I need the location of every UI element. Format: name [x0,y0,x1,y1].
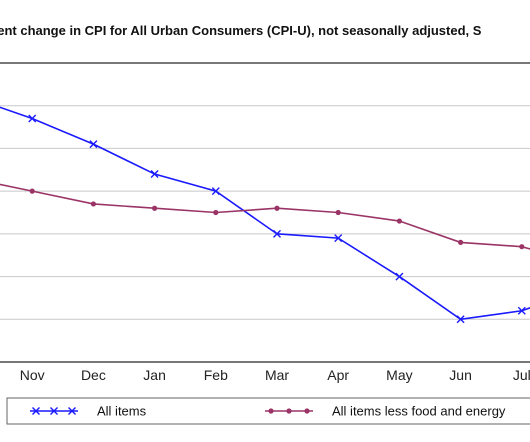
legend-item: All items less food and energy [265,404,506,419]
data-point [456,315,465,324]
x-tick-label: Mar [265,367,289,383]
data-point [152,205,158,211]
data-point [89,140,98,149]
data-point [150,170,159,179]
series-line-1 [0,106,530,321]
x-tick-label: May [386,367,412,383]
data-point [213,209,219,216]
legend: All items All items less food and energy [6,397,530,425]
x-axis-ticks: Nov Dec Jan Feb Mar Apr May Jun Jul [20,367,530,383]
x-tick-label: Dec [81,367,106,383]
x-tick-label: Jun [449,367,472,383]
x-tick-label: Nov [20,367,45,383]
data-point [90,201,96,207]
data-point [28,114,37,123]
legend-items: All items All items less food and energy [30,404,506,419]
data-point [517,306,526,315]
data-point [395,272,404,281]
x-tick-label: Apr [327,367,349,383]
legend-label: All items [97,404,147,419]
series-layer [0,106,530,324]
gridlines [0,105,530,320]
x-tick-label: Jul [513,367,530,383]
data-point [519,244,525,250]
data-point [211,187,220,196]
data-point [335,209,341,216]
x-tick-label: Jan [143,367,166,383]
data-point [273,229,281,238]
chart-title: cent change in CPI for All Urban Consume… [0,23,482,38]
data-point [274,205,280,211]
data-point [458,239,464,245]
data-point [334,234,343,243]
data-point [396,218,402,224]
data-point [29,188,35,194]
legend-item: All items [30,404,147,419]
legend-label: All items less food and energy [332,404,506,419]
x-tick-label: Feb [204,367,228,383]
